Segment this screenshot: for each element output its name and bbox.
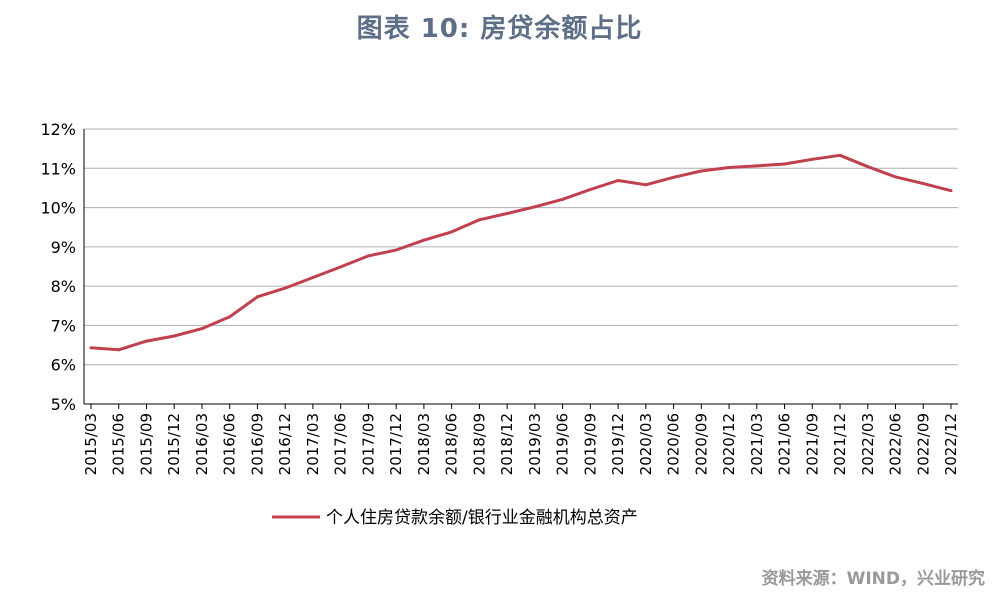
data-point: [89, 346, 93, 350]
y-tick-label: 10%: [40, 199, 76, 218]
data-point: [755, 164, 759, 168]
x-tick-label: 2016/09: [248, 413, 266, 475]
x-tick-label: 2019/06: [554, 413, 572, 475]
data-point: [477, 218, 481, 222]
data-point: [699, 169, 703, 173]
x-tick-label: 2017/03: [304, 413, 322, 475]
data-point: [255, 295, 259, 299]
x-tick-label: 2022/06: [887, 413, 905, 475]
y-tick-label: 9%: [51, 238, 76, 257]
data-point: [783, 162, 787, 166]
data-point: [450, 230, 454, 234]
x-tick-label: 2020/06: [665, 413, 683, 475]
x-tick-label: 2018/12: [498, 413, 516, 475]
series-line: [90, 153, 952, 352]
data-point: [921, 182, 925, 186]
data-point: [311, 276, 315, 279]
data-point: [644, 183, 648, 187]
x-tick-label: 2022/12: [942, 413, 960, 475]
y-tick-label: 7%: [51, 316, 76, 335]
data-point: [228, 315, 232, 319]
y-tick-label: 12%: [40, 120, 76, 139]
data-point: [561, 197, 565, 201]
data-point: [200, 327, 204, 331]
y-tick-label: 5%: [51, 395, 76, 414]
x-tick-label: 2015/03: [82, 413, 100, 475]
x-tick-label: 2021/06: [776, 413, 794, 475]
x-tick-label: 2021/03: [748, 413, 766, 475]
x-tick-label: 2017/12: [387, 413, 405, 475]
x-tick-label: 2019/03: [526, 413, 544, 475]
data-point: [117, 348, 121, 352]
x-tick-label: 2016/03: [193, 413, 211, 475]
data-point: [949, 189, 953, 193]
data-point: [144, 339, 148, 343]
data-point: [727, 166, 731, 169]
x-tick-label: 2015/12: [165, 413, 183, 475]
data-point: [838, 153, 842, 157]
x-tick-label: 2021/12: [831, 413, 849, 475]
x-tick-label: 2020/12: [720, 413, 738, 475]
x-tick-label: 2016/06: [221, 413, 239, 475]
data-point: [172, 334, 176, 338]
y-tick-label: 11%: [40, 159, 76, 178]
x-tick-label: 2018/06: [443, 413, 461, 475]
y-tick-label: 6%: [51, 356, 76, 375]
data-point: [672, 175, 676, 179]
x-tick-label: 2020/03: [637, 413, 655, 475]
data-point: [394, 248, 398, 252]
data-point: [366, 254, 370, 258]
x-tick-label: 2018/03: [415, 413, 433, 475]
x-tick-label: 2017/06: [332, 413, 350, 475]
data-point: [894, 175, 898, 179]
legend-label: 个人住房贷款余额/银行业金融机构总资产: [326, 508, 638, 528]
x-tick-label: 2021/09: [803, 413, 821, 475]
x-tick-label: 2015/09: [137, 413, 155, 475]
x-tick-label: 2015/06: [110, 413, 128, 475]
data-point: [810, 157, 814, 161]
x-tick-label: 2017/09: [359, 413, 377, 475]
data-point: [505, 211, 509, 215]
x-tick-label: 2022/09: [914, 413, 932, 475]
x-tick-label: 2022/03: [859, 413, 877, 475]
data-point: [283, 286, 287, 290]
x-tick-label: 2019/12: [609, 413, 627, 475]
data-point: [616, 178, 620, 182]
x-tick-label: 2020/09: [692, 413, 710, 475]
x-tick-label: 2018/09: [470, 413, 488, 475]
data-point: [866, 165, 870, 169]
x-tick-label: 2016/12: [276, 413, 294, 475]
data-point: [533, 205, 537, 209]
data-point: [422, 238, 426, 242]
chart-title: 图表 10: 房贷余额占比: [356, 14, 643, 44]
data-point: [588, 188, 592, 191]
data-point: [339, 265, 343, 269]
x-tick-label: 2019/09: [581, 413, 599, 475]
y-tick-label: 8%: [51, 277, 76, 296]
source-note: 资料来源：WIND，兴业研究: [761, 569, 985, 589]
